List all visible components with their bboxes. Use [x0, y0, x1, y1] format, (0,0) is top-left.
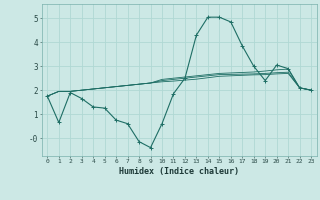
- X-axis label: Humidex (Indice chaleur): Humidex (Indice chaleur): [119, 167, 239, 176]
